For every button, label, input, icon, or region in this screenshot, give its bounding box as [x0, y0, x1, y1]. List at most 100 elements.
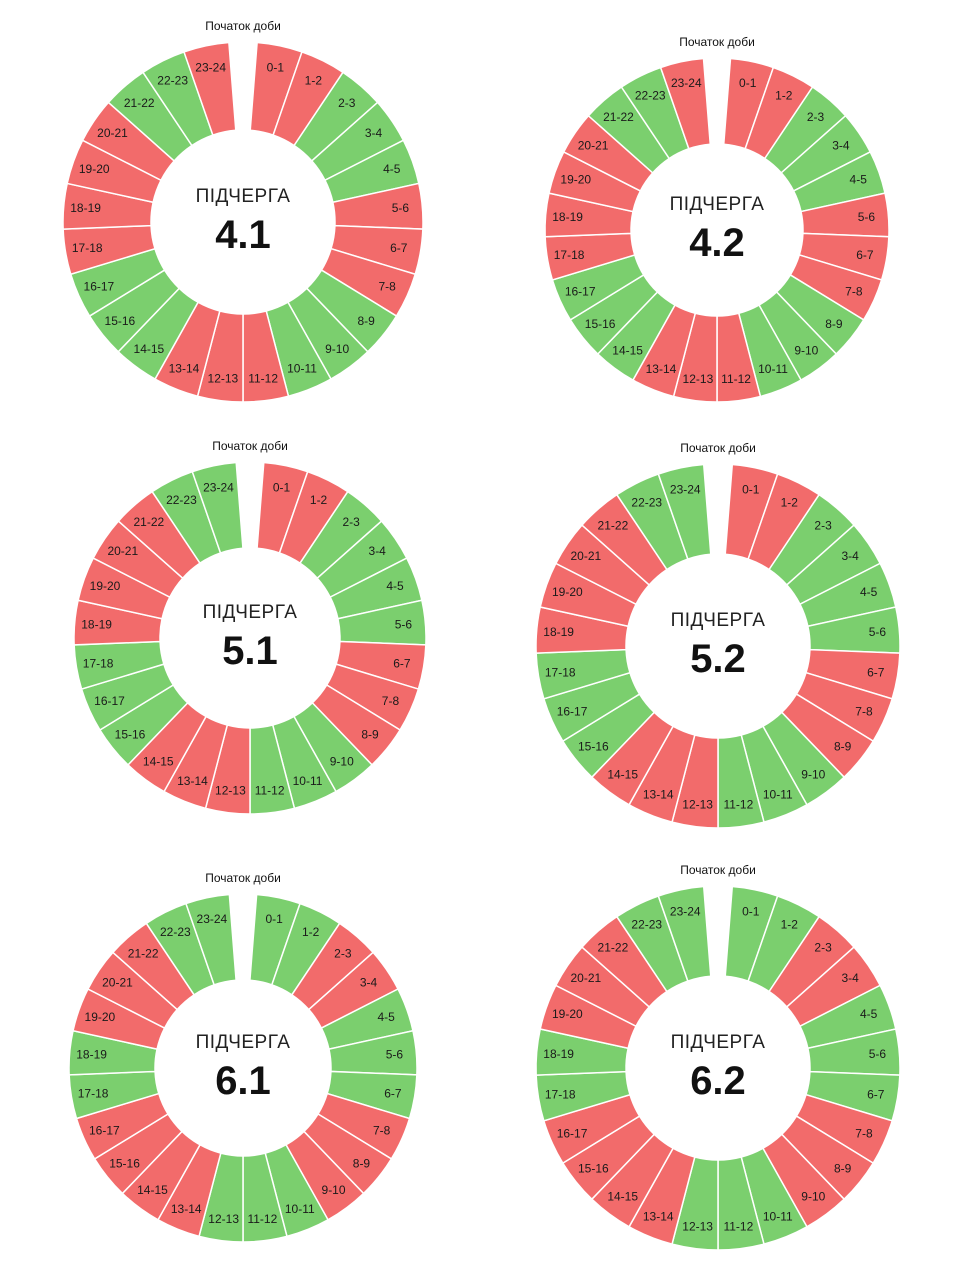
- hour-label-10-11: 10-11: [293, 774, 323, 788]
- hour-label-20-21: 20-21: [107, 544, 138, 558]
- hour-segment-23-24: [191, 461, 244, 554]
- hour-label-18-19: 18-19: [552, 210, 583, 224]
- day-start-label: Початок доби: [212, 439, 288, 453]
- hour-label-22-23: 22-23: [160, 925, 191, 939]
- hour-label-9-10: 9-10: [801, 1190, 825, 1204]
- hour-label-23-24: 23-24: [203, 480, 234, 494]
- hour-label-3-4: 3-4: [841, 549, 859, 563]
- hour-label-17-18: 17-18: [545, 1088, 576, 1102]
- hour-label-12-13: 12-13: [208, 1212, 239, 1226]
- hour-label-23-24: 23-24: [197, 912, 228, 926]
- hour-label-10-11: 10-11: [763, 787, 793, 801]
- hour-label-16-17: 16-17: [94, 694, 125, 708]
- hour-label-11-12: 11-12: [721, 372, 751, 386]
- hour-label-8-9: 8-9: [353, 1156, 371, 1170]
- hour-label-23-24: 23-24: [670, 904, 701, 918]
- hour-label-1-2: 1-2: [781, 496, 799, 510]
- hour-label-8-9: 8-9: [361, 728, 379, 742]
- hour-label-9-10: 9-10: [322, 1183, 346, 1197]
- hour-label-20-21: 20-21: [578, 138, 609, 152]
- hour-label-21-22: 21-22: [124, 96, 155, 110]
- hour-label-23-24: 23-24: [670, 482, 701, 496]
- hour-label-1-2: 1-2: [305, 74, 323, 88]
- hour-label-20-21: 20-21: [102, 975, 133, 989]
- hour-label-22-23: 22-23: [635, 89, 666, 103]
- hour-label-9-10: 9-10: [325, 342, 349, 356]
- hour-segment-23-24: [183, 41, 237, 137]
- queue-title-word: ПІДЧЕРГА: [671, 1032, 766, 1053]
- hour-label-7-8: 7-8: [373, 1123, 391, 1137]
- hour-label-10-11: 10-11: [763, 1209, 793, 1223]
- hour-label-15-16: 15-16: [578, 1161, 609, 1175]
- day-start-label: Початок доби: [205, 19, 281, 33]
- hour-label-2-3: 2-3: [334, 946, 352, 960]
- hour-label-15-16: 15-16: [109, 1156, 140, 1170]
- hour-label-7-8: 7-8: [845, 284, 863, 298]
- hour-label-20-21: 20-21: [570, 549, 601, 563]
- hour-label-15-16: 15-16: [585, 317, 616, 331]
- hour-label-4-5: 4-5: [860, 1007, 878, 1021]
- hour-label-4-5: 4-5: [377, 1010, 395, 1024]
- hour-label-21-22: 21-22: [598, 518, 629, 532]
- hour-segment-23-24: [185, 893, 237, 986]
- hour-label-12-13: 12-13: [683, 372, 714, 386]
- hour-label-12-13: 12-13: [215, 784, 246, 798]
- queue-donut-6-2: 0-1 1-2 2-3 3-4 4-5 5-6 6-7 7-8 8-9 9-10 10-11 11-1…: [535, 863, 901, 1251]
- hour-label-15-16: 15-16: [105, 314, 136, 328]
- hour-label-23-24: 23-24: [671, 76, 702, 90]
- hour-label-17-18: 17-18: [554, 248, 585, 262]
- hour-label-4-5: 4-5: [860, 585, 878, 599]
- hour-label-9-10: 9-10: [801, 768, 825, 782]
- hour-label-17-18: 17-18: [72, 241, 103, 255]
- hour-label-17-18: 17-18: [78, 1086, 109, 1100]
- hour-label-1-2: 1-2: [775, 89, 793, 103]
- hour-label-13-14: 13-14: [169, 362, 200, 376]
- hour-label-16-17: 16-17: [557, 1127, 588, 1141]
- hour-label-14-15: 14-15: [134, 342, 165, 356]
- hour-label-22-23: 22-23: [166, 493, 197, 507]
- hour-label-0-1: 0-1: [742, 904, 760, 918]
- hour-label-12-13: 12-13: [208, 372, 239, 386]
- hour-label-19-20: 19-20: [90, 579, 121, 593]
- day-start-label: Початок доби: [679, 35, 755, 49]
- hour-label-15-16: 15-16: [115, 728, 146, 742]
- queue-number: 5.1: [222, 629, 278, 673]
- hour-label-12-13: 12-13: [682, 1220, 713, 1234]
- hour-label-6-7: 6-7: [393, 657, 411, 671]
- hour-label-2-3: 2-3: [814, 518, 832, 532]
- queue-donut-5-2: 0-1 1-2 2-3 3-4 4-5 5-6 6-7 7-8 8-9 9-10 10-11 11-1…: [535, 441, 901, 829]
- hour-label-14-15: 14-15: [612, 343, 643, 357]
- hour-label-19-20: 19-20: [79, 162, 110, 176]
- hour-label-3-4: 3-4: [841, 971, 859, 985]
- hour-label-5-6: 5-6: [395, 617, 413, 631]
- hour-label-11-12: 11-12: [723, 798, 753, 812]
- hour-label-2-3: 2-3: [814, 940, 832, 954]
- hour-segment-23-24: [657, 885, 712, 983]
- hour-label-10-11: 10-11: [287, 362, 317, 376]
- queue-number: 6.2: [690, 1059, 746, 1103]
- hour-label-3-4: 3-4: [360, 975, 378, 989]
- hour-label-8-9: 8-9: [834, 739, 852, 753]
- hour-label-19-20: 19-20: [552, 585, 583, 599]
- hour-label-18-19: 18-19: [76, 1048, 107, 1062]
- hour-label-0-1: 0-1: [267, 60, 285, 74]
- hour-label-21-22: 21-22: [133, 515, 164, 529]
- queue-title-word: ПІДЧЕРГА: [670, 194, 765, 215]
- hour-label-7-8: 7-8: [382, 694, 400, 708]
- hour-label-14-15: 14-15: [137, 1183, 168, 1197]
- hour-label-19-20: 19-20: [560, 172, 591, 186]
- hour-label-22-23: 22-23: [631, 918, 662, 932]
- hour-label-21-22: 21-22: [603, 110, 634, 124]
- hour-label-11-12: 11-12: [248, 372, 278, 386]
- hour-label-6-7: 6-7: [384, 1086, 402, 1100]
- day-start-label: Початок доби: [680, 441, 756, 455]
- hour-label-7-8: 7-8: [378, 280, 396, 294]
- hour-label-18-19: 18-19: [70, 201, 101, 215]
- hour-label-0-1: 0-1: [742, 482, 760, 496]
- hour-label-19-20: 19-20: [552, 1007, 583, 1021]
- queue-donut-6-1: 0-1 1-2 2-3 3-4 4-5 5-6 6-7 7-8 8-9 9-10 10-11 11-1…: [68, 871, 418, 1243]
- hour-label-13-14: 13-14: [171, 1202, 202, 1216]
- hour-label-14-15: 14-15: [607, 1190, 638, 1204]
- hour-label-11-12: 11-12: [723, 1220, 753, 1234]
- hour-label-13-14: 13-14: [643, 1209, 674, 1223]
